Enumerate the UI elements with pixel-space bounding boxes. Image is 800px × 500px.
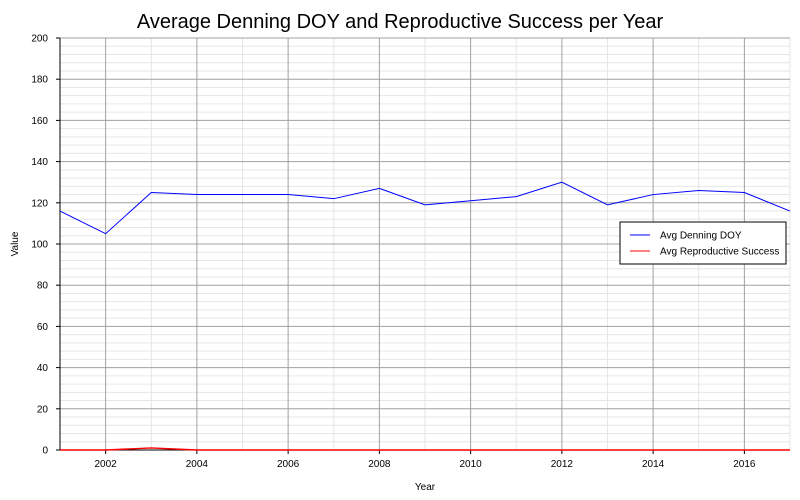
series-line-avg-reproductive-success bbox=[60, 447, 790, 451]
x-tick-label: 2006 bbox=[277, 459, 300, 470]
x-tick-label: 2002 bbox=[95, 459, 118, 470]
y-tick-label: 140 bbox=[31, 157, 48, 168]
x-axis-label: Year bbox=[415, 482, 436, 493]
x-tick-label: 2010 bbox=[460, 459, 483, 470]
y-tick-label: 0 bbox=[42, 446, 48, 457]
y-tick-label: 60 bbox=[37, 322, 49, 333]
legend-box bbox=[619, 221, 787, 265]
x-tick-label: 2012 bbox=[551, 459, 574, 470]
y-tick-label: 20 bbox=[37, 404, 49, 415]
legend-label-avg-denning-doy: Avg Denning DOY bbox=[660, 231, 742, 242]
y-tick-label: 200 bbox=[31, 34, 48, 45]
legend: Avg Denning DOY Avg Reproductive Success bbox=[619, 221, 787, 265]
x-tick-label: 2008 bbox=[368, 459, 391, 470]
y-tick-label: 80 bbox=[37, 281, 49, 292]
y-tick-label: 40 bbox=[37, 363, 49, 374]
series-line-avg-denning-doy bbox=[59, 181, 791, 235]
x-tick-label: 2004 bbox=[186, 459, 209, 470]
chart-title: Average Denning DOY and Reproductive Suc… bbox=[137, 11, 664, 33]
x-tick-label: 2014 bbox=[642, 459, 665, 470]
y-tick-label: 180 bbox=[31, 75, 48, 86]
y-tick-label: 100 bbox=[31, 240, 48, 251]
y-axis-label: Value bbox=[10, 231, 21, 256]
x-tick-label: 2016 bbox=[733, 459, 756, 470]
legend-label-avg-reproductive-success: Avg Reproductive Success bbox=[660, 247, 779, 258]
y-tick-label: 160 bbox=[31, 116, 48, 127]
y-tick-label: 120 bbox=[31, 198, 48, 209]
